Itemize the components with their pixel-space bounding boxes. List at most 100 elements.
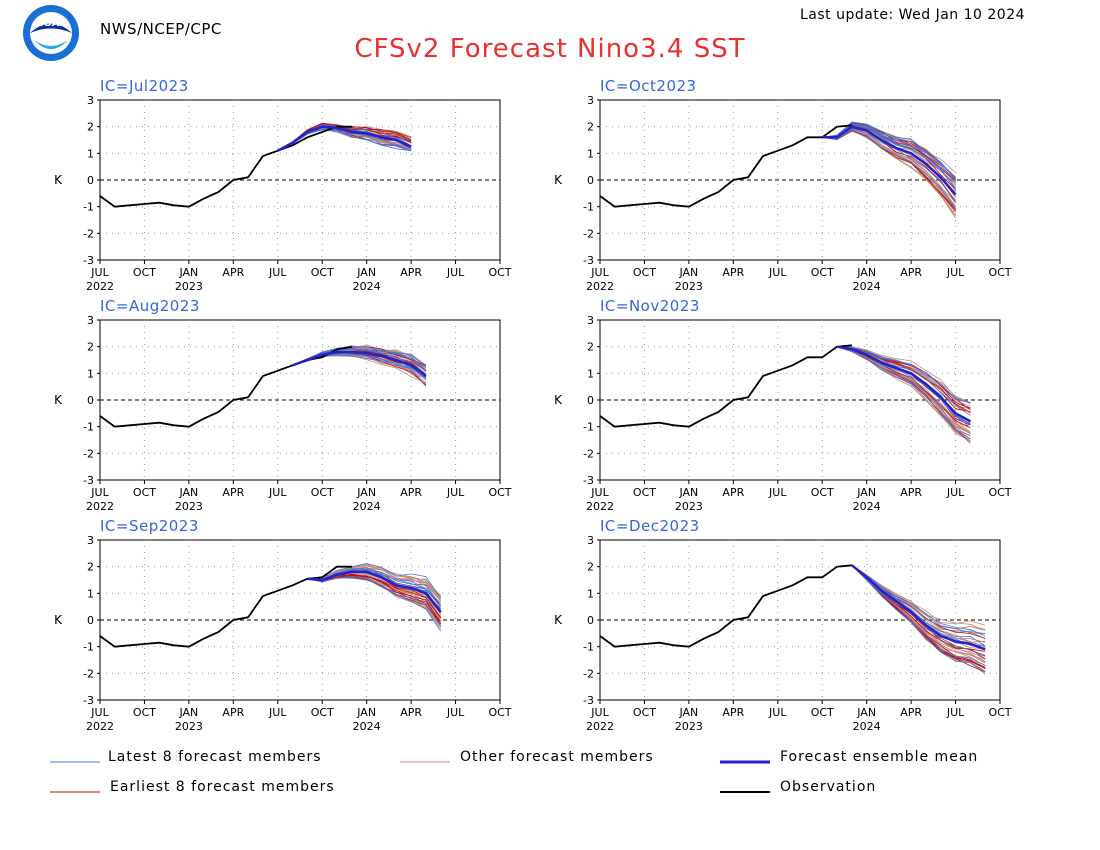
x-year-label: 2023 [675,280,703,293]
y-tick-label: 0 [587,174,594,187]
x-tick-label: JUL [268,486,287,499]
latest-member [307,576,442,627]
x-tick-label: APR [400,486,422,499]
x-year-label: 2024 [353,280,381,293]
x-tick-label: JUL [268,266,287,279]
y-tick-label: -1 [83,201,94,214]
x-tick-label: JUL [446,266,465,279]
x-tick-label: JAN [356,706,376,719]
x-tick-label: OCT [811,486,834,499]
latest-member [851,565,986,672]
x-tick-label: JAN [856,266,876,279]
y-axis-label: K [54,613,63,627]
x-tick-label: JAN [178,266,198,279]
x-year-label: 2023 [675,500,703,513]
x-year-label: 2024 [853,720,881,733]
x-tick-label: OCT [133,486,156,499]
y-tick-label: -1 [583,421,594,434]
x-tick-label: JUL [446,486,465,499]
y-tick-label: 0 [87,174,94,187]
x-tick-label: JUL [946,706,965,719]
x-tick-label: OCT [633,486,656,499]
x-year-label: 2023 [175,280,203,293]
x-tick-label: APR [400,706,422,719]
x-year-label: 2024 [853,500,881,513]
logo-inner [30,12,72,54]
y-tick-label: -3 [583,474,594,487]
x-tick-label: JUL [768,486,787,499]
y-tick-label: 1 [587,147,594,160]
latest-member [822,121,956,179]
latest-member [836,346,971,404]
y-tick-label: -1 [83,641,94,654]
x-tick-label: APR [222,266,244,279]
x-tick-label: JUL [90,486,109,499]
x-year-label: 2022 [586,500,614,513]
y-tick-label: 2 [587,121,594,134]
y-tick-label: -2 [83,447,94,460]
y-tick-label: 1 [587,367,594,380]
y-tick-label: 2 [87,341,94,354]
logo-wing [30,23,72,33]
x-year-label: 2022 [86,720,114,733]
y-tick-label: -2 [83,667,94,680]
x-tick-label: APR [722,706,744,719]
y-axis-label: K [554,173,563,187]
x-tick-label: JAN [856,706,876,719]
x-tick-label: JUL [90,266,109,279]
y-tick-label: 3 [587,94,594,107]
latest-member [851,565,986,666]
x-tick-label: JUL [768,266,787,279]
observation-line [599,124,852,208]
ic-label: IC=Jul2023 [100,77,189,95]
x-year-label: 2023 [175,500,203,513]
earliest-member [851,565,986,660]
y-tick-label: -2 [583,667,594,680]
x-tick-label: OCT [488,266,511,279]
y-tick-label: -3 [83,474,94,487]
y-axis-label: K [54,393,63,407]
ensemble-mean-line [292,350,427,378]
y-tick-label: 2 [587,561,594,574]
legend-earliest-label: Earliest 8 forecast members [110,779,335,795]
y-tick-label: -2 [83,227,94,240]
x-tick-label: OCT [488,706,511,719]
x-tick-label: OCT [311,266,334,279]
x-tick-label: JAN [356,266,376,279]
y-tick-label: 0 [587,614,594,627]
legend-observation-label: Observation [780,779,876,795]
legend-mean-label: Forecast ensemble mean [780,749,978,765]
y-tick-label: 2 [587,341,594,354]
y-tick-label: 0 [87,614,94,627]
y-tick-label: 2 [87,561,94,574]
y-tick-label: 3 [587,534,594,547]
latest-member [822,129,956,209]
x-tick-label: JUL [946,486,965,499]
x-tick-label: APR [900,486,922,499]
x-tick-label: JUL [590,706,609,719]
x-year-label: 2022 [86,280,114,293]
x-year-label: 2022 [586,720,614,733]
x-year-label: 2024 [353,500,381,513]
other-member [836,346,971,403]
observation-line [99,125,352,208]
ensemble-mean-line [822,125,957,196]
page-title: CFSv2 Forecast Nino3.4 SST [354,34,746,64]
x-tick-label: OCT [311,486,334,499]
x-tick-label: OCT [988,266,1011,279]
x-year-label: 2024 [853,280,881,293]
legend-latest-label: Latest 8 forecast members [108,749,322,765]
y-tick-label: 3 [87,314,94,327]
x-tick-label: APR [400,266,422,279]
y-axis-label: K [554,393,563,407]
ic-label: IC=Dec2023 [600,517,700,535]
ic-label: IC=Aug2023 [100,297,200,315]
ensemble-mean-line [836,345,971,423]
x-tick-label: OCT [633,266,656,279]
latest-member [292,346,427,366]
